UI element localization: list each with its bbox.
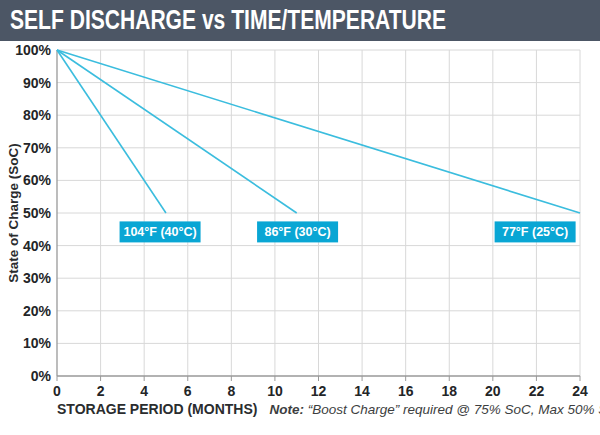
x-tick-label: 14 — [354, 383, 370, 399]
series-line-104-f-40-c- — [57, 50, 166, 213]
y-axis-title: State of Charge (SoC) — [6, 50, 22, 376]
note-label: Note: — [269, 402, 304, 417]
x-tick-label: 24 — [572, 383, 588, 399]
x-tick-label: 0 — [53, 383, 61, 399]
series-label-text: 86°F (30°C) — [264, 225, 330, 239]
y-tick-label: 80% — [23, 107, 52, 123]
x-tick-label: 16 — [398, 383, 414, 399]
line-chart: 0%10%20%30%40%50%60%70%80%90%100%0246810… — [0, 0, 600, 435]
y-tick-label: 30% — [23, 270, 52, 286]
y-tick-label: 0% — [31, 368, 52, 384]
x-tick-label: 4 — [140, 383, 148, 399]
x-tick-label: 2 — [97, 383, 105, 399]
series-line-86-f-30-c- — [57, 50, 297, 213]
y-tick-label: 70% — [23, 140, 52, 156]
y-tick-label: 20% — [23, 303, 52, 319]
y-tick-label: 90% — [23, 75, 52, 91]
series-label-text: 104°F (40°C) — [123, 225, 196, 239]
y-tick-label: 40% — [23, 238, 52, 254]
x-tick-label: 10 — [267, 383, 283, 399]
y-tick-label: 60% — [23, 172, 52, 188]
note-body: “Boost Charge” required @ 75% SoC, Max 5… — [304, 402, 600, 417]
x-tick-label: 22 — [529, 383, 545, 399]
x-tick-label: 8 — [227, 383, 235, 399]
x-axis-title: STORAGE PERIOD (MONTHS) — [57, 401, 257, 417]
y-tick-label: 50% — [23, 205, 52, 221]
y-tick-label: 10% — [23, 335, 52, 351]
series-label-text: 77°F (25°C) — [502, 225, 568, 239]
x-tick-label: 18 — [441, 383, 457, 399]
x-tick-label: 6 — [184, 383, 192, 399]
x-tick-label: 12 — [311, 383, 327, 399]
boost-charge-note: Note: “Boost Charge” required @ 75% SoC,… — [269, 402, 600, 417]
x-tick-label: 20 — [485, 383, 501, 399]
x-axis-caption: STORAGE PERIOD (MONTHS)Note: “Boost Char… — [57, 401, 587, 417]
chart-panel: SELF DISCHARGE vs TIME/TEMPERATURE 0%10%… — [0, 0, 600, 435]
